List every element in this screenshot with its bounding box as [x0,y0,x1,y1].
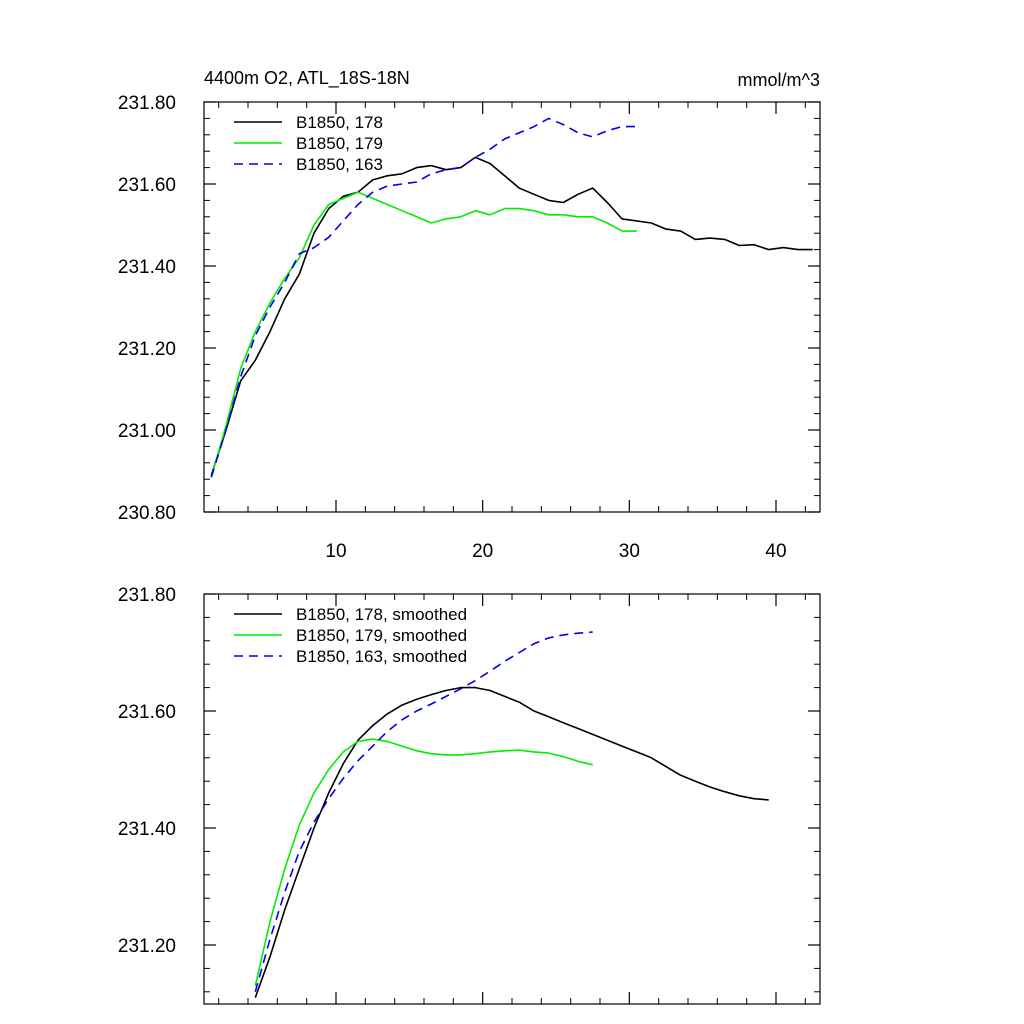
top-y-tick-label: 231.40 [118,257,176,278]
top-x-tick-label: 40 [765,541,786,562]
top-x-tick-label: 10 [325,541,346,562]
figure-units: mmol/m^3 [738,70,820,90]
top-legend-label-2: B1850, 179 [296,134,383,153]
bottom-series-line-3 [254,631,593,993]
top-legend-label-3: B1850, 163 [296,155,383,174]
top-y-tick-label: 231.20 [118,339,176,360]
bottom-y-tick-label: 231.60 [118,702,176,723]
bottom-legend-label-2: B1850, 179, smoothed [296,626,467,645]
bottom-series-line-2 [254,738,593,987]
bottom-legend-label-1: B1850, 178, smoothed [296,605,467,624]
bottom-y-tick-label: 231.80 [118,585,176,606]
top-y-tick-label: 231.80 [118,93,176,114]
bottom-panel: 231.20 231.40 231.60 231.80 B1850, 178, smoo… [118,585,821,1005]
figure-title: 4400m O2, ATL_18S-18N [204,68,410,89]
top-x-tick-label: 30 [619,541,640,562]
top-y-tick-label: 230.80 [118,503,176,524]
top-series-line-1 [210,156,813,476]
top-series-line-3 [210,117,637,478]
bottom-legend-label-3: B1850, 163, smoothed [296,647,467,666]
bottom-y-tick-label: 231.40 [118,819,176,840]
bottom-series-line-1 [254,686,769,998]
top-series-line-2 [210,191,637,478]
bottom-y-tick-label: 231.20 [118,936,176,957]
top-legend-label-1: B1850, 178 [296,113,383,132]
top-panel: 230.80 231.00 231.20 231.40 231.60 231.80 10 20… [118,93,821,562]
top-y-tick-label: 231.60 [118,175,176,196]
top-x-tick-label: 20 [472,541,493,562]
top-y-tick-label: 231.00 [118,421,176,442]
